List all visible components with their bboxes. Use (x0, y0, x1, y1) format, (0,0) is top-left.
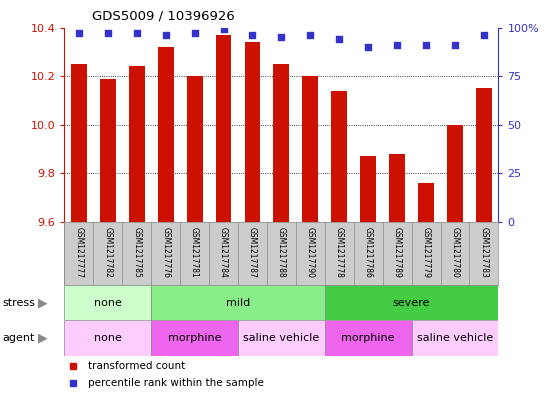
Text: GSM1217786: GSM1217786 (363, 227, 373, 278)
Text: GDS5009 / 10396926: GDS5009 / 10396926 (92, 10, 235, 23)
Text: GSM1217776: GSM1217776 (161, 227, 170, 278)
Bar (129, 66, 144, 222)
Bar (100, 79, 116, 222)
Text: GSM1217782: GSM1217782 (103, 227, 113, 278)
Bar (389, 154, 405, 222)
Point (190, 30, 199, 37)
Bar (332, 91, 347, 222)
Text: GSM1217789: GSM1217789 (393, 227, 402, 278)
Point (74, 30, 83, 37)
Text: GSM1217785: GSM1217785 (132, 227, 141, 278)
Bar (158, 47, 174, 222)
Text: saline vehicle: saline vehicle (417, 333, 493, 343)
Point (306, 32, 315, 39)
Text: severe: severe (393, 298, 430, 308)
Text: GSM1217784: GSM1217784 (219, 227, 228, 278)
Text: percentile rank within the sample: percentile rank within the sample (88, 378, 264, 388)
Bar (418, 183, 434, 222)
Bar (273, 64, 290, 222)
Point (277, 34, 286, 40)
Bar (64, 285, 151, 320)
Point (248, 32, 257, 39)
Bar (325, 320, 412, 356)
Text: stress: stress (3, 298, 36, 308)
Bar (302, 76, 318, 222)
Point (132, 30, 141, 37)
Text: GSM1217783: GSM1217783 (479, 227, 488, 278)
Text: transformed count: transformed count (88, 360, 185, 371)
Text: ▶: ▶ (38, 331, 48, 345)
Text: GSM1217778: GSM1217778 (335, 227, 344, 278)
Text: saline vehicle: saline vehicle (243, 333, 320, 343)
Bar (476, 88, 492, 222)
Text: GSM1217790: GSM1217790 (306, 227, 315, 278)
Point (479, 32, 488, 39)
Point (422, 42, 431, 48)
Bar (325, 285, 498, 320)
Text: mild: mild (226, 298, 250, 308)
Text: GSM1217787: GSM1217787 (248, 227, 257, 278)
Bar (216, 35, 231, 222)
Point (219, 26, 228, 33)
Bar (186, 76, 203, 222)
Bar (412, 320, 498, 356)
Bar (447, 125, 463, 222)
Point (103, 30, 112, 37)
Text: GSM1217780: GSM1217780 (450, 227, 460, 278)
Point (450, 42, 459, 48)
Text: none: none (94, 298, 122, 308)
Text: GSM1217781: GSM1217781 (190, 227, 199, 278)
Point (335, 36, 344, 42)
Bar (245, 42, 260, 222)
Text: GSM1217779: GSM1217779 (422, 227, 431, 278)
Text: GSM1217777: GSM1217777 (74, 227, 83, 278)
Text: morphine: morphine (168, 333, 221, 343)
Text: agent: agent (3, 333, 35, 343)
Point (393, 42, 402, 48)
Point (364, 44, 373, 50)
Text: none: none (94, 333, 122, 343)
Bar (360, 156, 376, 222)
Bar (64, 320, 151, 356)
Point (161, 32, 170, 39)
Bar (151, 320, 238, 356)
Bar (151, 285, 325, 320)
Bar (71, 64, 87, 222)
Text: ▶: ▶ (38, 296, 48, 309)
Text: morphine: morphine (342, 333, 395, 343)
Bar (238, 320, 325, 356)
Text: GSM1217788: GSM1217788 (277, 227, 286, 278)
